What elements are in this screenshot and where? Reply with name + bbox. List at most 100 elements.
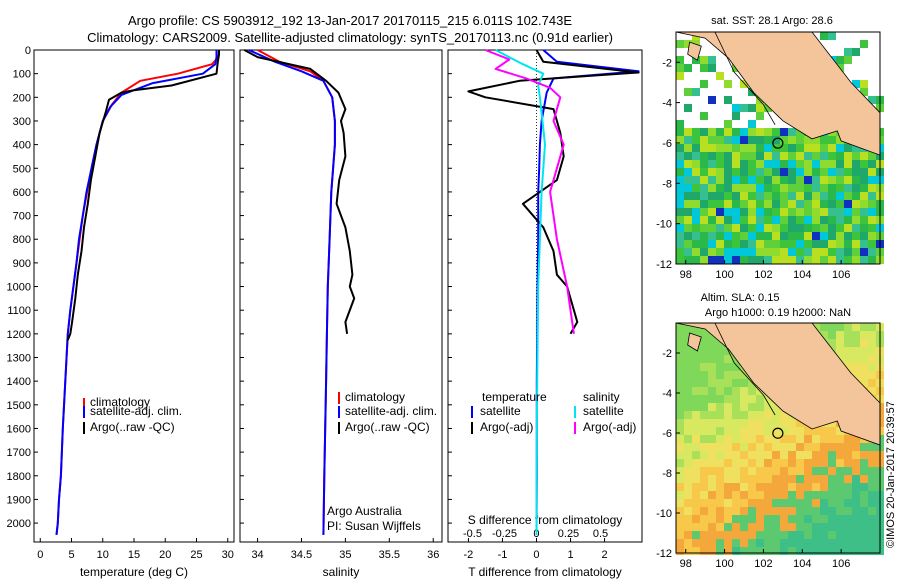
map-cell	[724, 208, 732, 216]
map-cell	[852, 547, 860, 555]
map-cell	[676, 192, 684, 200]
map-cell	[868, 168, 876, 176]
map-cell	[748, 451, 756, 459]
map-cell	[748, 531, 756, 539]
map-cell	[756, 232, 764, 240]
map-y-tick-label: -4	[662, 98, 672, 110]
series-line-salinity-argo-adj-	[485, 49, 575, 334]
map-cell	[772, 160, 780, 168]
y-tick-label: 800	[13, 234, 31, 246]
map-cell	[796, 168, 804, 176]
map-cell	[788, 200, 796, 208]
map-cell	[676, 56, 684, 64]
map-cell	[860, 475, 868, 483]
map-cell	[756, 96, 764, 104]
map-cell	[676, 483, 684, 491]
map-cell	[804, 256, 812, 264]
map-cell	[764, 499, 772, 507]
map-cell	[716, 72, 724, 80]
map-cell	[804, 216, 812, 224]
map-cell	[868, 467, 876, 475]
map-cell	[724, 80, 732, 88]
x-tick-label: 10	[97, 549, 109, 561]
map-cell	[740, 136, 748, 144]
map-y-tick-label: -12	[656, 259, 672, 271]
map-cell	[836, 523, 844, 531]
map-cell	[820, 499, 828, 507]
map-cell	[788, 531, 796, 539]
map-y-tick-label: -8	[662, 468, 672, 480]
map-cell	[724, 144, 732, 152]
contour-line	[714, 31, 776, 126]
map-cell	[708, 256, 716, 264]
map-cell	[756, 547, 764, 555]
map-cell	[684, 411, 692, 419]
map-cell	[724, 363, 732, 371]
map-cell	[708, 539, 716, 547]
map-cell	[844, 176, 852, 184]
map-cell	[732, 363, 740, 371]
map-cell	[764, 176, 772, 184]
map-cell	[780, 531, 788, 539]
map-cell	[676, 152, 684, 160]
map-cell	[756, 435, 764, 443]
map-cell	[868, 507, 876, 515]
map-cell	[676, 64, 684, 72]
map-cell	[836, 427, 844, 435]
map-cell	[748, 387, 756, 395]
map-cell	[740, 200, 748, 208]
map-cell	[748, 411, 756, 419]
map-cell	[796, 427, 804, 435]
map-cell	[684, 467, 692, 475]
legend-label-climatology: climatology	[90, 395, 150, 409]
map-cell	[724, 443, 732, 451]
map-cell	[796, 507, 804, 515]
map-cell	[684, 523, 692, 531]
map-cell	[812, 144, 820, 152]
map-cell	[740, 499, 748, 507]
map-cell	[868, 371, 876, 379]
map-cell	[692, 160, 700, 168]
map-cell	[764, 539, 772, 547]
map-cell	[684, 387, 692, 395]
y-tick-label: 1500	[7, 400, 31, 412]
map-cell	[700, 256, 708, 264]
map-cell	[812, 256, 820, 264]
map-cell	[772, 427, 780, 435]
map-cell	[764, 136, 772, 144]
map-cell	[780, 467, 788, 475]
map-cell	[860, 531, 868, 539]
map-cell	[708, 216, 716, 224]
y-tick-label: 200	[13, 92, 31, 104]
map-cell	[716, 168, 724, 176]
map-cell	[812, 515, 820, 523]
map-cell	[740, 547, 748, 555]
map-cell	[764, 232, 772, 240]
map-cell	[732, 483, 740, 491]
map-cell	[724, 184, 732, 192]
map-cell	[836, 459, 844, 467]
map-cell	[844, 232, 852, 240]
map-cell	[716, 531, 724, 539]
map-cell	[676, 184, 684, 192]
map-cell	[732, 379, 740, 387]
map-cell	[708, 192, 716, 200]
map-cell	[676, 176, 684, 184]
map-cell	[732, 208, 740, 216]
map-cell	[812, 224, 820, 232]
map-cell	[772, 240, 780, 248]
map-cell	[700, 363, 708, 371]
map-cell	[724, 240, 732, 248]
map-cell	[700, 475, 708, 483]
map-cell	[772, 547, 780, 555]
map-cell	[788, 192, 796, 200]
map-cell	[692, 427, 700, 435]
map-cell	[868, 483, 876, 491]
map-cell	[692, 507, 700, 515]
map-cell	[748, 507, 756, 515]
legend-label-climatology: climatology	[345, 390, 405, 404]
y-tick-label: 300	[13, 116, 31, 128]
map-cell	[708, 347, 716, 355]
map-cell	[796, 216, 804, 224]
chart-title-line1: Argo profile: CS 5903912_192 13-Jan-2017…	[127, 13, 573, 28]
